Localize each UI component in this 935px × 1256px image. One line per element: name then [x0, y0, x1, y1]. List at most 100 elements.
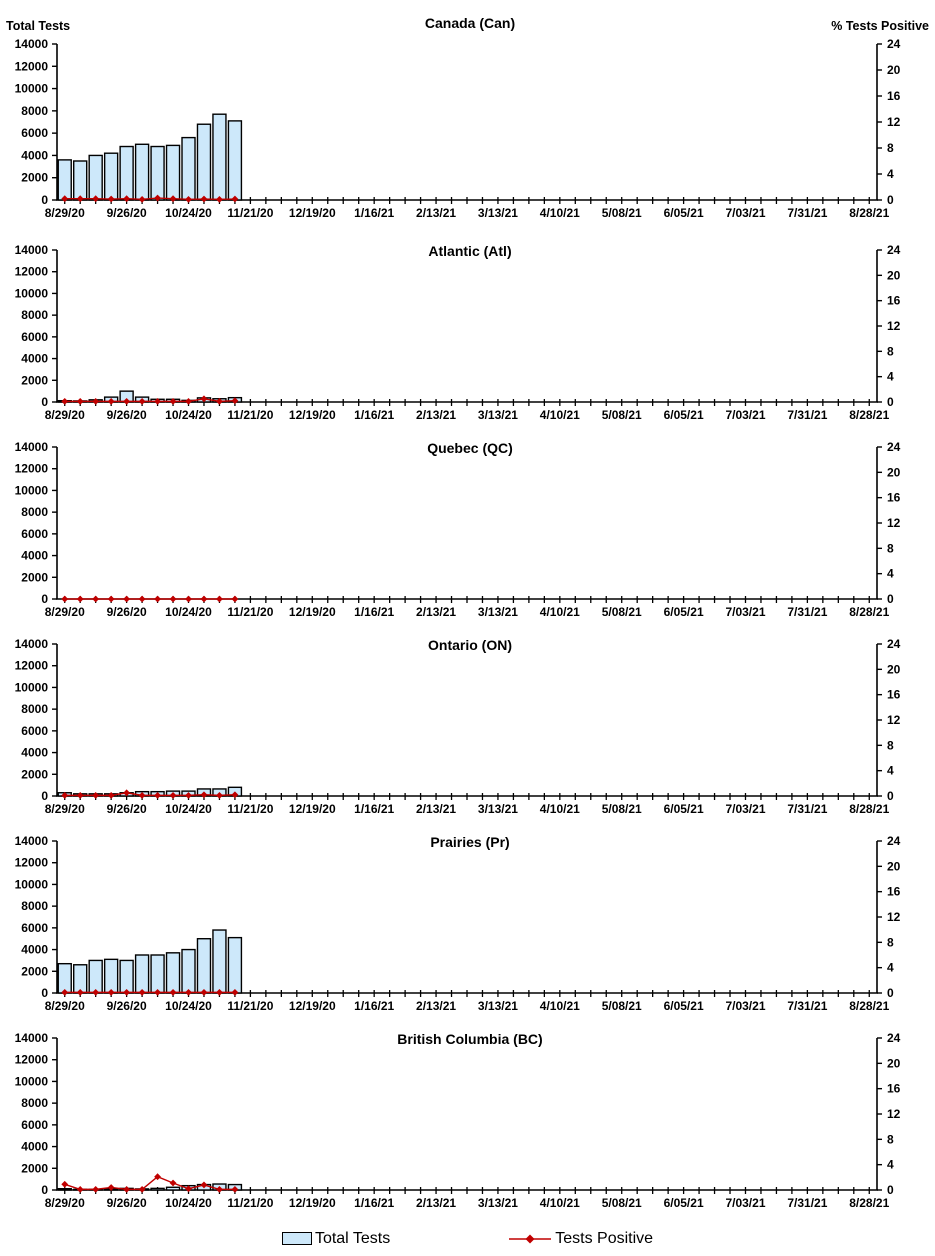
svg-text:7/31/21: 7/31/21 — [787, 408, 827, 422]
svg-text:14000: 14000 — [15, 637, 49, 651]
svg-text:7/03/21: 7/03/21 — [725, 605, 765, 619]
svg-text:7/03/21: 7/03/21 — [725, 1196, 765, 1210]
svg-text:6/05/21: 6/05/21 — [664, 802, 704, 816]
svg-text:10000: 10000 — [15, 1074, 49, 1088]
svg-text:8000: 8000 — [21, 505, 48, 519]
svg-text:12000: 12000 — [15, 1053, 49, 1067]
svg-text:4000: 4000 — [21, 148, 48, 162]
svg-text:9/26/20: 9/26/20 — [107, 408, 147, 422]
svg-text:8/29/20: 8/29/20 — [45, 1196, 85, 1210]
svg-text:7/31/21: 7/31/21 — [787, 802, 827, 816]
svg-text:0: 0 — [887, 1183, 894, 1197]
svg-text:0: 0 — [41, 395, 48, 409]
legend-tests-positive-label: Tests Positive — [555, 1229, 654, 1247]
svg-text:10000: 10000 — [15, 483, 49, 497]
svg-text:0: 0 — [41, 789, 48, 803]
svg-text:12: 12 — [887, 1107, 901, 1121]
svg-text:12: 12 — [887, 319, 901, 333]
svg-text:16: 16 — [887, 1082, 901, 1096]
svg-text:24: 24 — [887, 637, 901, 651]
svg-text:14000: 14000 — [15, 834, 49, 848]
svg-text:4/10/21: 4/10/21 — [540, 802, 580, 816]
svg-text:3/13/21: 3/13/21 — [478, 605, 518, 619]
svg-text:8/28/21: 8/28/21 — [849, 1196, 889, 1210]
svg-text:8/28/21: 8/28/21 — [849, 802, 889, 816]
svg-text:4: 4 — [887, 567, 894, 581]
svg-text:8/29/20: 8/29/20 — [45, 802, 85, 816]
svg-text:2/13/21: 2/13/21 — [416, 408, 456, 422]
svg-text:12: 12 — [887, 713, 901, 727]
svg-text:9/26/20: 9/26/20 — [107, 802, 147, 816]
svg-text:6/05/21: 6/05/21 — [664, 408, 704, 422]
svg-text:8/29/20: 8/29/20 — [45, 408, 85, 422]
svg-text:4/10/21: 4/10/21 — [540, 206, 580, 220]
svg-text:3/13/21: 3/13/21 — [478, 999, 518, 1013]
svg-text:12000: 12000 — [15, 462, 49, 476]
svg-text:4: 4 — [887, 764, 894, 778]
legend-item-total-tests: Total Tests — [281, 1230, 390, 1248]
svg-text:2000: 2000 — [21, 767, 48, 781]
svg-text:2/13/21: 2/13/21 — [416, 999, 456, 1013]
legend-item-tests-positive: Tests Positive — [508, 1230, 653, 1248]
svg-text:8/29/20: 8/29/20 — [45, 605, 85, 619]
svg-text:2000: 2000 — [21, 964, 48, 978]
chart-atlantic: Atlantic (Atl) 0 2000 4000 6000 8000 10000 120… — [0, 236, 935, 433]
chart-title: Ontario (ON) — [428, 637, 512, 653]
svg-text:12/19/20: 12/19/20 — [289, 1196, 336, 1210]
svg-text:7/03/21: 7/03/21 — [725, 408, 765, 422]
svg-text:0: 0 — [887, 986, 894, 1000]
svg-text:10/24/20: 10/24/20 — [165, 1196, 212, 1210]
legend: Total Tests Tests Positive — [0, 1221, 935, 1256]
svg-text:10/24/20: 10/24/20 — [165, 408, 212, 422]
svg-text:8000: 8000 — [21, 899, 48, 913]
chart-canada-svg: Total Tests Canada (Can) % Tests Positiv… — [6, 15, 929, 220]
svg-text:6/05/21: 6/05/21 — [664, 605, 704, 619]
svg-text:2000: 2000 — [21, 1161, 48, 1175]
svg-text:8000: 8000 — [21, 702, 48, 716]
svg-text:4000: 4000 — [21, 1140, 48, 1154]
svg-text:20: 20 — [887, 662, 901, 676]
svg-text:10000: 10000 — [15, 877, 49, 891]
svg-text:8000: 8000 — [21, 1096, 48, 1110]
svg-text:6/05/21: 6/05/21 — [664, 1196, 704, 1210]
chart-title: British Columbia (BC) — [397, 1031, 542, 1047]
svg-text:11/21/20: 11/21/20 — [227, 206, 273, 220]
svg-text:12000: 12000 — [15, 59, 49, 73]
svg-text:4: 4 — [887, 167, 894, 181]
svg-text:6/05/21: 6/05/21 — [664, 206, 704, 220]
total-tests-swatch-icon — [281, 1232, 312, 1245]
svg-text:0: 0 — [41, 986, 48, 1000]
svg-text:0: 0 — [887, 395, 894, 409]
chart-prairies: Prairies (Pr) 0 2000 4000 6000 8000 10000 1200… — [0, 827, 935, 1024]
svg-text:5/08/21: 5/08/21 — [602, 605, 642, 619]
svg-text:20: 20 — [887, 268, 901, 282]
svg-text:12000: 12000 — [15, 265, 49, 279]
svg-text:24: 24 — [887, 440, 901, 454]
svg-text:14000: 14000 — [15, 243, 49, 257]
svg-text:16: 16 — [887, 688, 901, 702]
svg-text:8/28/21: 8/28/21 — [849, 206, 889, 220]
chart-british-columbia-svg: British Columbia (BC) 0 2000 4000 6000 8000 1… — [15, 1031, 901, 1210]
svg-text:7/31/21: 7/31/21 — [787, 1196, 827, 1210]
svg-text:12/19/20: 12/19/20 — [289, 206, 336, 220]
svg-text:14000: 14000 — [15, 37, 49, 51]
svg-text:4/10/21: 4/10/21 — [540, 1196, 580, 1210]
svg-text:2/13/21: 2/13/21 — [416, 802, 456, 816]
svg-text:2/13/21: 2/13/21 — [416, 1196, 456, 1210]
chart-atlantic-svg: Atlantic (Atl) 0200040006000800010000120… — [15, 243, 901, 422]
svg-text:12: 12 — [887, 910, 901, 924]
svg-text:0: 0 — [887, 193, 894, 207]
svg-text:8/28/21: 8/28/21 — [849, 408, 889, 422]
svg-text:8: 8 — [887, 541, 894, 555]
svg-text:20: 20 — [887, 859, 901, 873]
svg-text:2000: 2000 — [21, 373, 48, 387]
svg-text:0: 0 — [887, 789, 894, 803]
svg-text:1/16/21: 1/16/21 — [354, 802, 394, 816]
svg-text:12/19/20: 12/19/20 — [289, 605, 336, 619]
svg-text:24: 24 — [887, 243, 901, 257]
left-axis-title: Total Tests — [6, 19, 70, 33]
chart-ontario: Ontario (ON) 0 2000 4000 6000 8000 10000 12000… — [0, 630, 935, 827]
svg-text:12: 12 — [887, 516, 901, 530]
svg-text:8/29/20: 8/29/20 — [45, 206, 85, 220]
chart-title: Atlantic (Atl) — [428, 243, 511, 259]
